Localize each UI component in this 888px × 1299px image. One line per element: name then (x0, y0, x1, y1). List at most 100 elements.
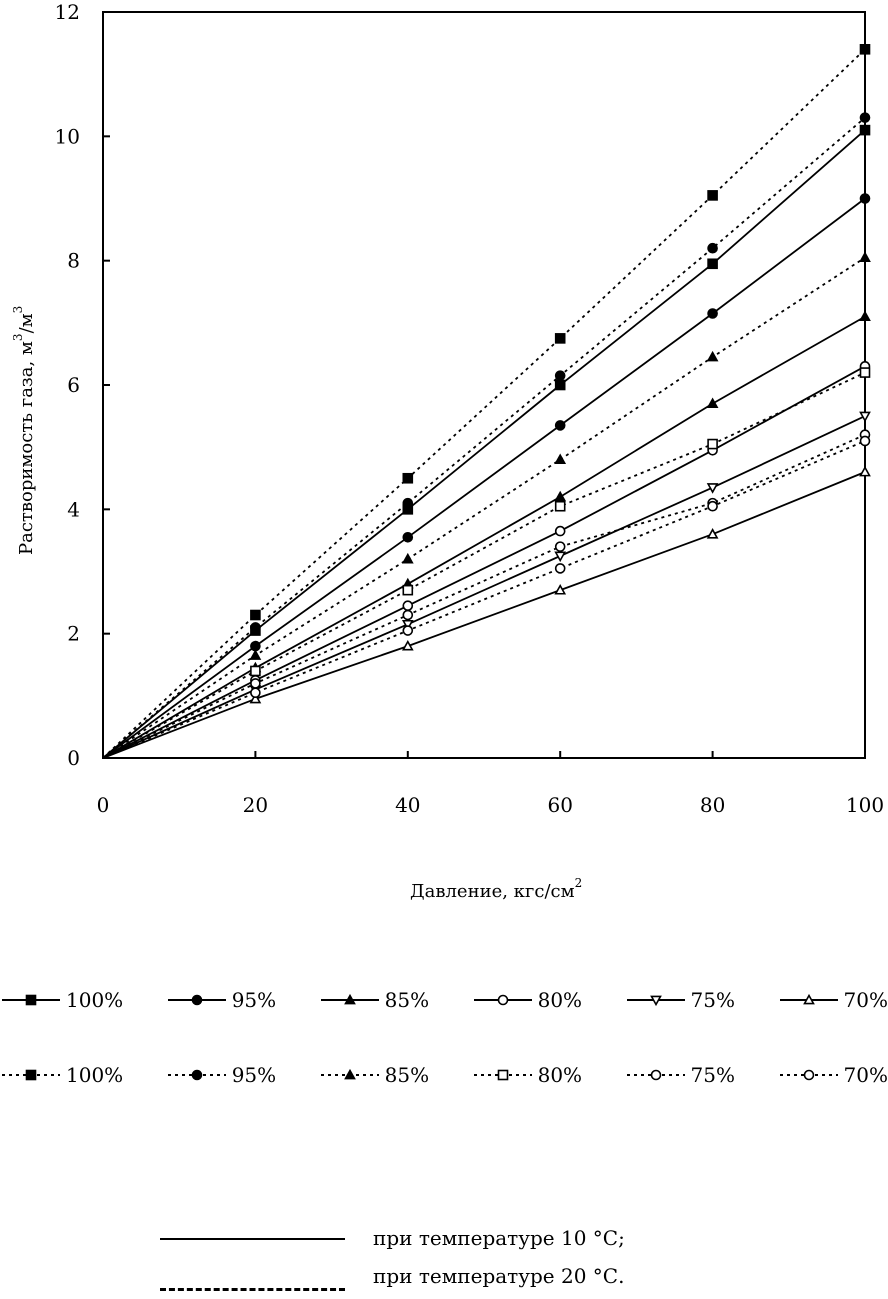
x-tick-label: 100 (846, 793, 884, 817)
series-line (102, 371, 866, 759)
data-point-marker (497, 1069, 508, 1081)
y-axis-ticks: 0 2 4 6 8 10 12 (55, 0, 110, 770)
data-point-marker (554, 490, 567, 502)
series-10c-80pct (102, 361, 871, 759)
dashed-line-caption: при температуре 20 °С. (373, 1264, 625, 1288)
data-point-marker (707, 258, 718, 270)
legend-note-solid: при температуре 10 °С; (160, 1226, 760, 1250)
data-point-marker (402, 600, 414, 611)
legend-swatch (626, 1069, 685, 1081)
data-point-marker (859, 251, 871, 262)
data-point-marker (249, 692, 262, 704)
data-point-marker (554, 420, 566, 431)
data-point-marker (554, 525, 566, 537)
data-point-marker (649, 995, 662, 1007)
legend-item: 75% (625, 1063, 735, 1087)
data-point-marker (706, 528, 719, 539)
data-point-marker (554, 563, 566, 574)
series-10c-75pct (102, 411, 871, 759)
plot-frame (102, 11, 866, 759)
legend-swatch (320, 1068, 379, 1080)
x-axis-ticks: 0 20 40 60 80 100 (97, 751, 884, 817)
series-line (102, 48, 866, 759)
series-10c-95pct (102, 193, 871, 759)
series-line (102, 415, 866, 759)
series-line (102, 471, 866, 759)
data-point-marker (401, 639, 414, 651)
series-10c-70pct (102, 465, 871, 759)
legend-item: 95% (166, 988, 276, 1012)
series-line (102, 129, 866, 759)
data-point-marker (707, 438, 718, 450)
solid-line-caption: при температуре 10 °С; (373, 1226, 625, 1250)
x-tick-label: 80 (700, 793, 725, 817)
legend-swatch (2, 1069, 60, 1081)
legend-label: 80% (537, 988, 583, 1012)
x-tick-label: 60 (547, 793, 572, 817)
data-point-marker (191, 1069, 202, 1081)
data-point-marker (497, 994, 508, 1006)
y-tick-label: 12 (55, 0, 80, 24)
data-point-marker (859, 310, 871, 322)
legend-item: 70% (778, 1063, 888, 1087)
series-line (102, 365, 866, 759)
data-point-marker (554, 370, 566, 381)
legend-label: 95% (231, 1063, 277, 1087)
data-point-marker (706, 483, 719, 494)
data-point-marker (650, 1069, 661, 1081)
data-point-marker (25, 994, 37, 1006)
data-point-marker (707, 500, 718, 512)
series-20c-95pct (102, 112, 871, 759)
data-point-marker (859, 411, 871, 423)
data-point-marker (249, 649, 262, 660)
data-point-marker (707, 242, 718, 254)
series-line (102, 256, 866, 759)
series-layer (102, 43, 871, 759)
legend-item: 85% (319, 988, 429, 1012)
data-point-marker (554, 584, 567, 595)
series-line (102, 433, 866, 759)
data-point-marker (250, 678, 261, 689)
data-point-marker (803, 1069, 814, 1081)
data-point-marker (401, 619, 414, 631)
series-20c-70pct (102, 435, 871, 759)
data-point-marker (402, 497, 414, 509)
legend-swatch (779, 1069, 838, 1081)
data-point-marker (707, 190, 718, 201)
data-point-marker (343, 993, 356, 1005)
legend-label: 80% (537, 1063, 583, 1087)
data-point-marker (554, 541, 566, 552)
data-point-marker (859, 193, 871, 204)
legend-label: 70% (843, 988, 888, 1012)
legend-label: 75% (690, 1063, 735, 1087)
legend-note-dashed: при температуре 20 °С. (160, 1264, 760, 1291)
data-point-marker (554, 551, 567, 563)
data-point-marker (706, 350, 719, 362)
series-20c-80pct (102, 367, 871, 759)
data-point-marker (554, 453, 567, 465)
data-point-marker (250, 622, 261, 633)
legend-row-10c: 100% 95% 85% 80% 75% 70% (0, 988, 888, 1012)
data-point-marker (191, 994, 202, 1006)
legend-item: 100% (0, 988, 123, 1012)
series-line (102, 315, 866, 759)
legend-swatch (2, 994, 60, 1006)
legend-label: 85% (384, 988, 430, 1012)
y-tick-label: 0 (67, 746, 80, 770)
legend-label: 75% (690, 988, 735, 1012)
data-point-marker (401, 552, 414, 564)
series-20c-85pct (102, 251, 871, 759)
y-tick-label: 4 (67, 497, 80, 521)
series-line (102, 197, 866, 759)
data-point-marker (707, 308, 718, 319)
series-20c-100pct (102, 43, 871, 759)
x-tick-label: 0 (97, 793, 110, 817)
legend-label: 85% (384, 1063, 430, 1087)
legend-item: 80% (472, 1063, 582, 1087)
data-point-marker (25, 1069, 37, 1081)
data-point-marker (859, 435, 871, 447)
data-point-marker (706, 397, 719, 409)
legend-swatch (167, 994, 226, 1006)
legend-swatch (167, 1069, 226, 1081)
legend-label: 70% (843, 1063, 888, 1087)
